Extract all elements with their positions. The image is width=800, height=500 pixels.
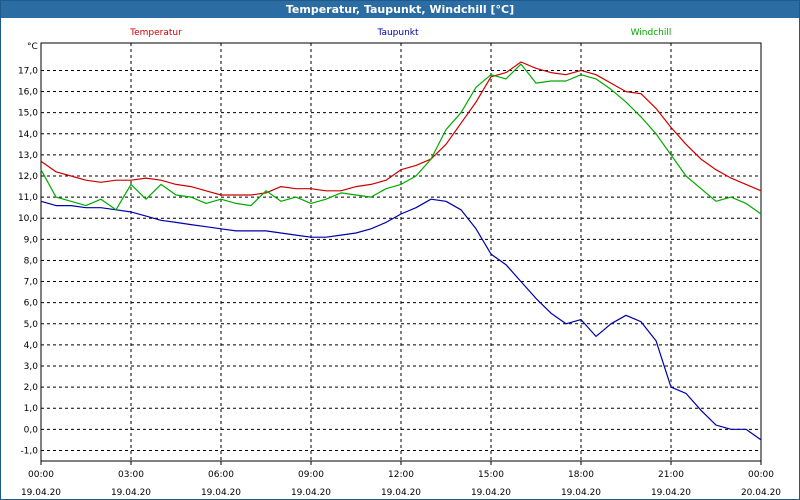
- x-tick-date: 19.04.20: [561, 488, 601, 498]
- y-tick-label: 15,0: [18, 109, 38, 119]
- y-tick-label: 12,0: [18, 172, 38, 182]
- x-tick-date: 19.04.20: [381, 488, 421, 498]
- x-tick-time: 06:00: [208, 470, 234, 480]
- x-tick-date: 19.04.20: [291, 488, 331, 498]
- x-tick-date: 19.04.20: [651, 488, 691, 498]
- y-tick-label: 11,0: [18, 193, 38, 203]
- series-line-temperatur: [40, 61, 762, 196]
- x-tick-date: 19.04.20: [471, 488, 511, 498]
- x-tick-time: 21:00: [658, 470, 684, 480]
- y-tick-label: -1,0: [20, 446, 38, 456]
- y-tick-label: 17,0: [18, 66, 38, 76]
- y-tick-label: 2,0: [24, 383, 39, 393]
- y-tick-label: 16,0: [18, 88, 38, 98]
- y-tick-label: 7,0: [24, 278, 39, 288]
- x-tick-time: 12:00: [388, 470, 414, 480]
- legend-taupunkt: Taupunkt: [376, 28, 419, 38]
- legend-temperatur: Temperatur: [129, 28, 182, 38]
- series-line-windchill: [40, 63, 762, 215]
- window-title: Temperatur, Taupunkt, Windchill [°C]: [1, 1, 799, 18]
- y-tick-label: 9,0: [24, 235, 39, 245]
- x-tick-time: 00:00: [28, 470, 54, 480]
- y-tick-label: 14,0: [18, 130, 38, 140]
- y-axis-label: °C: [27, 42, 38, 52]
- x-tick-time: 18:00: [568, 470, 594, 480]
- line-chart: -1,0 0,0 1,0 2,0 3,0 4,0 5,0 6,0 7,0 8,0 9,0 10,0 11…: [18, 28, 781, 498]
- legend-windchill: Windchill: [631, 28, 672, 38]
- x-tick-date: 20.04.20: [741, 488, 781, 498]
- x-tick-time: 00:00: [748, 470, 774, 480]
- x-tick-date: 19.04.20: [201, 488, 241, 498]
- x-tick-time: 03:00: [118, 470, 144, 480]
- y-tick-label: 5,0: [24, 320, 39, 330]
- y-tick-label: 13,0: [18, 151, 38, 161]
- y-tick-label: 1,0: [24, 404, 39, 414]
- x-tick-time: 09:00: [298, 470, 324, 480]
- y-tick-label: 10,0: [18, 214, 38, 224]
- x-tick-time: 15:00: [478, 470, 504, 480]
- x-tick-date: 19.04.20: [21, 488, 61, 498]
- y-tick-label: 0,0: [24, 425, 39, 435]
- y-tick-label: 4,0: [24, 341, 39, 351]
- series-line-taupunkt: [40, 198, 762, 441]
- y-tick-label: 8,0: [24, 256, 39, 266]
- y-tick-label: 3,0: [24, 362, 39, 372]
- x-tick-date: 19.04.20: [111, 488, 151, 498]
- y-tick-label: 6,0: [24, 299, 39, 309]
